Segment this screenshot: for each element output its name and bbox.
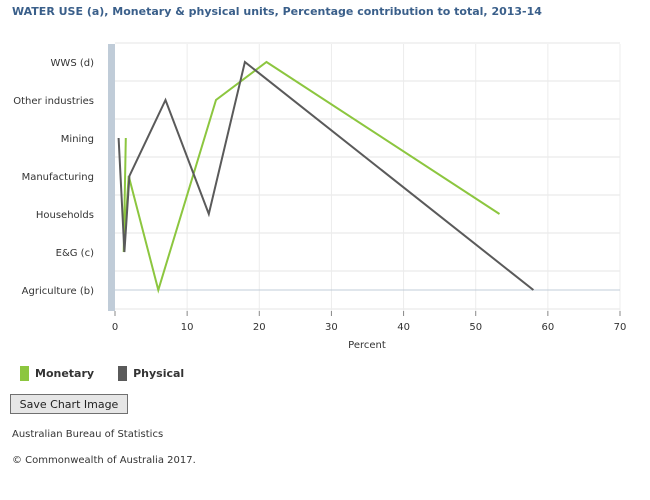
y-tick-label-households: Households bbox=[36, 210, 94, 221]
data-point-physical-other-industries[interactable] bbox=[163, 97, 169, 103]
legend-item-monetary[interactable]: Monetary bbox=[20, 366, 94, 381]
source-text: Australian Bureau of Statistics bbox=[12, 429, 164, 440]
data-point-physical-e-g-c[interactable] bbox=[121, 249, 127, 255]
gridlines bbox=[115, 42, 621, 311]
data-point-physical-agriculture-b[interactable] bbox=[530, 287, 536, 293]
x-tick-label-30: 30 bbox=[325, 322, 338, 333]
series-layer bbox=[116, 59, 536, 294]
y-tick-label-mining: Mining bbox=[61, 134, 94, 145]
legend-swatch-monetary bbox=[20, 366, 29, 381]
data-point-physical-wws-d[interactable] bbox=[242, 59, 248, 65]
x-tick-label-20: 20 bbox=[253, 322, 266, 333]
data-point-physical-manufacturing[interactable] bbox=[126, 173, 132, 179]
data-point-monetary-other-industries[interactable] bbox=[213, 97, 219, 103]
legend-item-physical[interactable]: Physical bbox=[118, 366, 184, 381]
chart-title: WATER USE (a), Monetary & physical units… bbox=[12, 5, 542, 18]
data-point-physical-mining[interactable] bbox=[116, 135, 122, 141]
legend-swatch-physical bbox=[118, 366, 128, 381]
legend: Monetary Physical bbox=[20, 366, 208, 381]
data-point-monetary-wws-d[interactable] bbox=[264, 59, 270, 65]
x-tick-label-70: 70 bbox=[614, 322, 627, 333]
x-axis-title: Percent bbox=[348, 340, 386, 351]
y-tick-label-wws-d: WWS (d) bbox=[51, 58, 95, 69]
legend-label-physical: Physical bbox=[133, 367, 185, 380]
x-tick-label-10: 10 bbox=[181, 322, 194, 333]
data-point-monetary-mining[interactable] bbox=[123, 135, 129, 141]
data-point-monetary-agriculture-b[interactable] bbox=[155, 287, 161, 293]
y-tick-label-manufacturing: Manufacturing bbox=[22, 172, 94, 183]
data-point-physical-households[interactable] bbox=[206, 211, 212, 217]
x-tick-label-50: 50 bbox=[469, 322, 482, 333]
x-tick-label-0: 0 bbox=[112, 322, 118, 333]
data-point-monetary-households[interactable] bbox=[497, 211, 503, 217]
x-tick-labels: 0 10 20 30 40 50 60 70 bbox=[112, 311, 627, 333]
y-tick-label-agriculture-b: Agriculture (b) bbox=[22, 286, 94, 297]
y-tick-labels: Agriculture (b) E&G (c) Households Manufact… bbox=[13, 58, 94, 297]
x-tick-label-40: 40 bbox=[397, 322, 410, 333]
copyright-text: © Commonwealth of Australia 2017. bbox=[12, 455, 196, 466]
y-axis-band bbox=[108, 44, 115, 311]
y-tick-label-other-industries: Other industries bbox=[13, 96, 94, 107]
line-chart: Agriculture (b) E&G (c) Households Manufact… bbox=[13, 42, 627, 351]
x-tick-label-60: 60 bbox=[541, 322, 554, 333]
series-line-physical[interactable] bbox=[117, 60, 535, 291]
y-tick-label-e-g-c: E&G (c) bbox=[56, 248, 94, 259]
legend-label-monetary: Monetary bbox=[35, 367, 95, 380]
save-chart-image-button[interactable]: Save Chart Image bbox=[10, 394, 128, 414]
